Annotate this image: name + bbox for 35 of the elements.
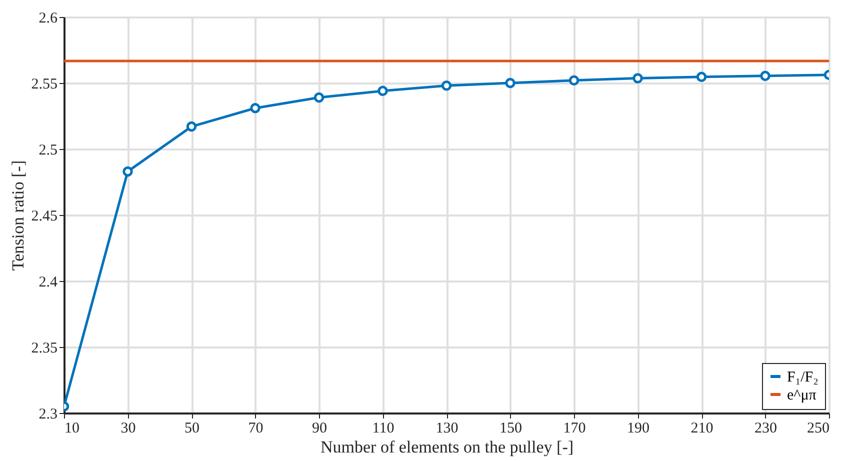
x-tick-label: 210: [690, 420, 714, 436]
point: [568, 75, 580, 86]
point: [760, 70, 770, 81]
x-tick-label: 150: [500, 420, 522, 436]
x-tick-label: 70: [248, 420, 264, 436]
y-tick-label: 2.35: [31, 340, 58, 356]
x-axis-title: Number of elements on the pulley [-]: [320, 438, 574, 456]
point: [441, 80, 452, 91]
y-tick-label: 2.55: [31, 76, 58, 92]
x-tick-label: 250: [807, 420, 830, 436]
x-tick-label: 50: [184, 420, 200, 436]
x-tick-label: 110: [372, 420, 394, 436]
point: [250, 102, 260, 114]
x-tick-label: 30: [120, 420, 136, 436]
y-tick-label: 2.5: [38, 142, 58, 158]
x-tick-label: 190: [627, 420, 650, 436]
point: [632, 73, 643, 84]
x-tick-label: 10: [64, 420, 80, 436]
point: [122, 166, 133, 177]
point: [378, 86, 388, 96]
point: [505, 78, 516, 88]
y-tick-label: 2.6: [38, 10, 58, 26]
x-tick-label: 230: [754, 420, 777, 436]
y-tick-label: 2.45: [31, 208, 58, 224]
y-axis-title: Tension ratio [-]: [8, 160, 28, 271]
y-tick-label: 2.4: [38, 274, 58, 290]
y-tick-label: 2.3: [38, 406, 58, 422]
point: [186, 121, 197, 132]
x-tick-label: 90: [312, 420, 327, 436]
x-tick-label: 130: [436, 420, 458, 436]
legend-label: F₁/F₂: [787, 370, 818, 386]
point: [696, 72, 707, 82]
legend-label: e^μπ: [787, 388, 817, 404]
x-tick-label: 170: [563, 420, 586, 436]
point: [314, 92, 324, 103]
